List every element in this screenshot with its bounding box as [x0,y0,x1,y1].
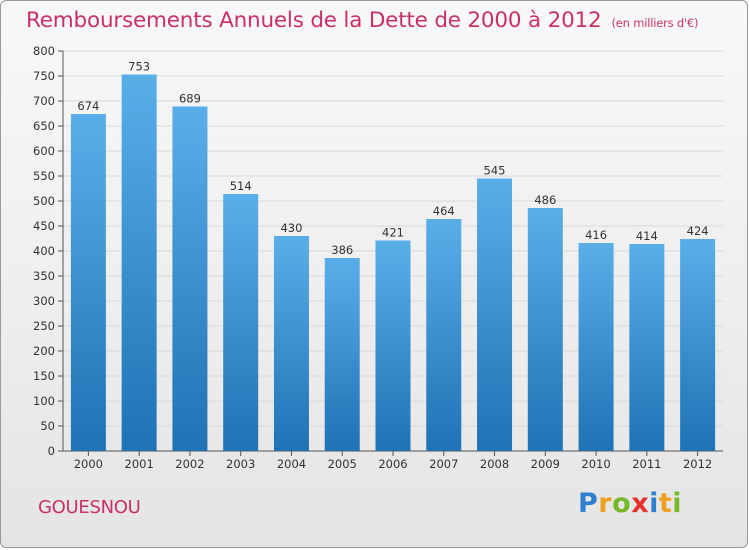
bar [629,244,665,451]
bar [70,114,106,451]
logo-letter: t [658,488,673,519]
proxiti-logo: Proxiti [578,488,682,519]
bar [426,219,462,451]
y-tick-label: 300 [33,294,55,308]
commune-name: GOUESNOU [38,497,141,518]
y-tick-label: 400 [33,244,55,258]
bar [273,236,309,451]
data-label: 416 [585,228,607,242]
logo-letter: r [598,488,613,519]
x-tick-label: 2010 [581,457,610,471]
y-tick-label: 50 [40,419,55,433]
chart-title: Remboursements Annuels de la Dette de 20… [26,8,699,33]
logo-letter: x [631,488,650,519]
bar [172,106,208,451]
y-tick-label: 350 [33,269,55,283]
data-label: 514 [230,179,252,193]
data-label: 674 [77,99,99,113]
x-tick-label: 2004 [277,457,306,471]
y-tick-label: 200 [33,344,55,358]
x-tick-label: 2011 [632,457,661,471]
y-tick-label: 700 [33,94,55,108]
data-label: 414 [636,229,658,243]
x-tick-label: 2009 [531,457,560,471]
data-label: 753 [128,60,150,74]
bar [578,243,614,451]
bar [324,258,360,451]
data-label: 464 [433,204,455,218]
y-tick-label: 100 [33,394,55,408]
y-tick-label: 150 [33,369,55,383]
data-label: 430 [280,221,302,235]
y-tick-label: 500 [33,194,55,208]
y-tick-label: 800 [33,44,55,58]
y-tick-label: 750 [33,69,55,83]
bar [121,74,157,451]
y-tick-label: 650 [33,119,55,133]
data-label: 421 [382,226,404,240]
data-label: 545 [484,164,506,178]
logo-letter: i [649,488,659,519]
bar [527,208,563,451]
bar [477,178,513,451]
data-label: 486 [534,193,556,207]
y-tick-label: 250 [33,319,55,333]
logo-letter: o [612,488,632,519]
chart-subtitle: (en milliers d'€) [611,16,699,30]
x-tick-label: 2008 [480,457,509,471]
y-tick-label: 450 [33,219,55,233]
x-tick-label: 2012 [683,457,712,471]
y-tick-label: 0 [48,444,55,458]
x-tick-label: 2000 [74,457,103,471]
bar [680,239,716,451]
data-label: 386 [331,243,353,257]
x-tick-label: 2003 [226,457,255,471]
logo-letter: i [672,488,683,519]
x-tick-label: 2002 [175,457,204,471]
x-tick-label: 2007 [429,457,458,471]
bar [375,240,411,451]
title-text: Remboursements Annuels de la Dette de 20… [26,8,602,33]
x-tick-label: 2001 [125,457,154,471]
x-tick-label: 2006 [378,457,407,471]
data-label: 424 [687,224,709,238]
bar [223,194,259,451]
y-tick-label: 600 [33,144,55,158]
x-tick-label: 2005 [328,457,357,471]
data-label: 689 [179,92,201,106]
y-tick-label: 550 [33,169,55,183]
logo-letter: P [578,488,599,519]
